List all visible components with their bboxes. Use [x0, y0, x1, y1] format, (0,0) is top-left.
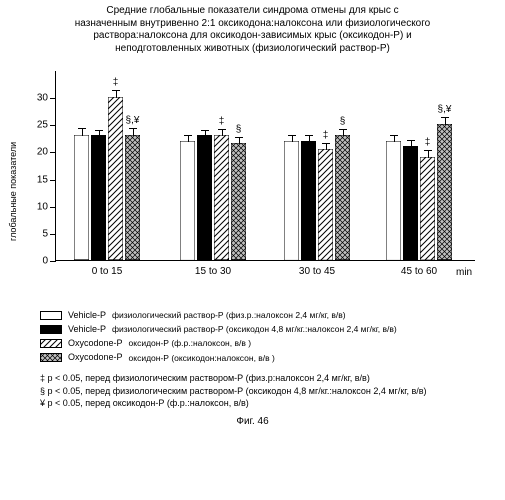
- error-cap: [305, 135, 313, 136]
- error-cap: [390, 135, 398, 136]
- bar: [91, 135, 106, 260]
- error-cap: [407, 140, 415, 141]
- legend-label: Vehicle-P: [68, 309, 106, 322]
- error-bar: [428, 150, 429, 158]
- error-bar: [222, 129, 223, 137]
- significance-marker: §: [340, 116, 346, 127]
- title-line: раствора:налоксона для оксикодон-зависим…: [93, 30, 411, 41]
- chart-area: глобальные показатели 0 5 10 15 20 25 30 ‡ §,¥ 0 …: [0, 61, 505, 301]
- figure-label: Фиг. 46: [0, 416, 505, 427]
- title-line: неподготовленных животных (физиологическ…: [115, 43, 390, 54]
- bar: [420, 157, 435, 260]
- error-cap: [322, 143, 330, 144]
- legend-label: Oxycodone-P: [68, 351, 123, 364]
- significance-marker: ‡: [425, 137, 431, 148]
- legend-item: Vehicle-P физиологический раствор-Р (окси…: [40, 323, 505, 336]
- y-tick-label: 0: [42, 256, 48, 267]
- bar: [74, 135, 89, 260]
- error-cap: [235, 137, 243, 138]
- legend-swatch: [40, 339, 62, 348]
- bar: [125, 135, 140, 260]
- footnote-line: § p < 0.05, перед физиологическим раство…: [40, 385, 505, 398]
- significance-marker: §,¥: [438, 104, 452, 115]
- significance-marker: ‡: [113, 77, 119, 88]
- bar: [197, 135, 212, 260]
- significance-marker: ‡: [219, 116, 225, 127]
- error-cap: [184, 135, 192, 136]
- legend-description: оксидон-Р (ф.р.:налоксон, в/в ): [129, 337, 252, 349]
- error-bar: [343, 129, 344, 136]
- error-bar: [133, 128, 134, 136]
- error-cap: [441, 117, 449, 118]
- y-tick: [50, 180, 56, 181]
- y-tick-label: 30: [37, 93, 48, 104]
- error-bar: [445, 117, 446, 125]
- plot-area: 051015202530‡§,¥0 to 15‡§15 to 30‡§30 to…: [55, 71, 475, 261]
- title-line: Средние глобальные показатели синдрома о…: [106, 5, 398, 16]
- bar: [403, 146, 418, 260]
- error-cap: [218, 129, 226, 130]
- x-tick-label: 45 to 60: [401, 266, 437, 277]
- y-tick: [50, 152, 56, 153]
- bar: [386, 141, 401, 260]
- error-cap: [339, 129, 347, 130]
- legend-item: Oxycodone-P оксидон-Р (ф.р.:налоксон, в/в…: [40, 337, 505, 350]
- legend-label: Vehicle-P: [68, 323, 106, 336]
- error-cap: [95, 130, 103, 131]
- legend-item: Vehicle-P физиологический раствор-Р (физ.…: [40, 309, 505, 322]
- legend-description: физиологический раствор-Р (оксикодон 4,8…: [112, 323, 397, 335]
- bar: [284, 141, 299, 260]
- x-tick-label: 30 to 45: [299, 266, 335, 277]
- chart-title: Средние глобальные показатели синдрома о…: [0, 0, 505, 57]
- y-tick-label: 25: [37, 120, 48, 131]
- legend-swatch: [40, 353, 62, 362]
- y-tick-label: 10: [37, 201, 48, 212]
- bar: [231, 143, 246, 260]
- y-tick: [50, 125, 56, 126]
- x-tick-label: 15 to 30: [195, 266, 231, 277]
- bar: [318, 149, 333, 260]
- error-bar: [326, 143, 327, 150]
- legend-label: Oxycodone-P: [68, 337, 123, 350]
- bar: [437, 124, 452, 260]
- y-tick-label: 15: [37, 174, 48, 185]
- y-tick: [50, 98, 56, 99]
- bar: [180, 141, 195, 260]
- error-bar: [411, 140, 412, 147]
- y-axis-label: глобальные показатели: [8, 142, 18, 241]
- y-tick: [50, 207, 56, 208]
- bar: [108, 97, 123, 260]
- legend-swatch: [40, 311, 62, 320]
- x-tick-label: 0 to 15: [92, 266, 123, 277]
- legend-item: Oxycodone-P оксидон-Р (оксикодон:налоксон…: [40, 351, 505, 364]
- error-cap: [129, 128, 137, 129]
- bar: [301, 141, 316, 260]
- y-tick: [50, 234, 56, 235]
- error-bar: [82, 128, 83, 136]
- error-cap: [112, 90, 120, 91]
- error-cap: [201, 130, 209, 131]
- significance-marker: §,¥: [126, 115, 140, 126]
- significance-marker: §: [236, 124, 242, 135]
- bar: [335, 135, 350, 260]
- footnotes: ‡ p < 0.05, перед физиологическим раство…: [40, 372, 505, 410]
- y-tick: [50, 261, 56, 262]
- legend: Vehicle-P физиологический раствор-Р (физ.…: [40, 309, 505, 364]
- footnote-line: ¥ p < 0.05, перед оксикодон-Р (ф.р.:нало…: [40, 397, 505, 410]
- error-cap: [78, 128, 86, 129]
- error-bar: [116, 90, 117, 98]
- error-cap: [424, 150, 432, 151]
- bar: [214, 135, 229, 260]
- legend-description: физиологический раствор-Р (физ.р.:налокс…: [112, 309, 346, 321]
- y-tick-label: 20: [37, 147, 48, 158]
- footnote-line: ‡ p < 0.05, перед физиологическим раство…: [40, 372, 505, 385]
- error-cap: [288, 135, 296, 136]
- x-axis-unit: min: [456, 267, 472, 278]
- y-tick-label: 5: [42, 228, 48, 239]
- legend-description: оксидон-Р (оксикодон:налоксон, в/в ): [129, 352, 275, 364]
- significance-marker: ‡: [323, 130, 329, 141]
- title-line: назначенным внутривенно 2:1 оксикодона:н…: [75, 18, 430, 29]
- legend-swatch: [40, 325, 62, 334]
- error-bar: [239, 137, 240, 144]
